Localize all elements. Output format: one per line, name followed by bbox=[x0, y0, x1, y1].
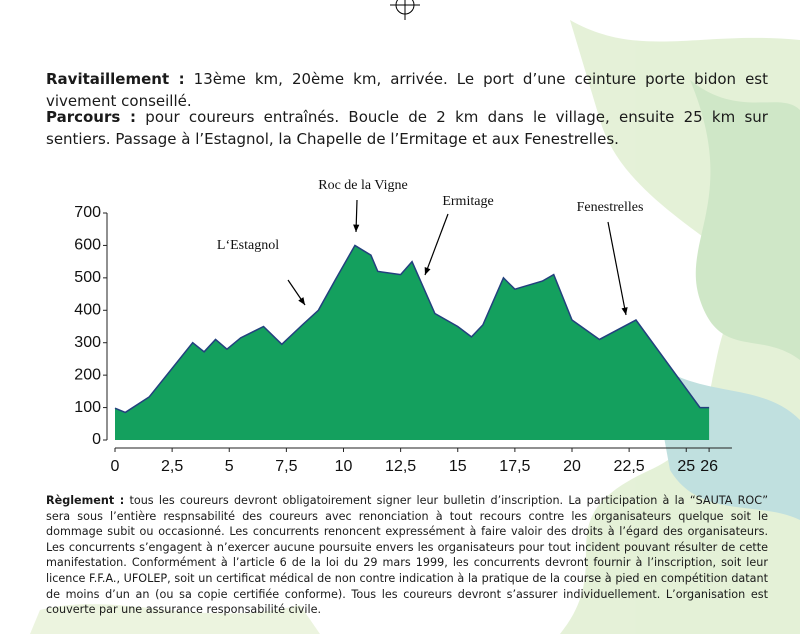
elevation-line bbox=[114, 244, 710, 414]
elevation-area bbox=[115, 245, 710, 440]
arrow-head bbox=[621, 307, 628, 315]
x-tick-label: 20 bbox=[563, 458, 581, 475]
annotation: Roc de la Vigne bbox=[318, 178, 408, 193]
annotation: Fenestrelles bbox=[577, 200, 644, 215]
label: Règlement : bbox=[46, 494, 125, 507]
y-tick-label: 600 bbox=[74, 237, 101, 254]
y-tick-label: 500 bbox=[74, 269, 101, 286]
x-tick-label: 7,5 bbox=[275, 458, 297, 475]
label: Parcours : bbox=[46, 108, 137, 126]
ravitaillement: Ravitaillement : 13ème km, 20ème km, arr… bbox=[46, 68, 768, 112]
parcours: Parcours : pour coureurs entraînés. Bouc… bbox=[46, 106, 768, 150]
background-decoration bbox=[30, 20, 800, 634]
plot: 0 100 200 300 400 500 600 700 0 2,5 5 7,5 10 12,5 15 17… bbox=[74, 178, 732, 475]
x-tick-label: 22,5 bbox=[614, 458, 645, 475]
arrow-head bbox=[424, 267, 431, 275]
annotation: L‘Estagnol bbox=[217, 238, 279, 253]
text: tous les coureurs devront obligatoiremen… bbox=[46, 494, 769, 617]
y-tick-label: 700 bbox=[74, 204, 101, 221]
x-tick-label: 0 bbox=[111, 458, 120, 475]
y-tick-label: 100 bbox=[74, 399, 101, 416]
x-tick-label: 17,5 bbox=[499, 458, 530, 475]
x-tick-label: 12,5 bbox=[385, 458, 416, 475]
x-tick-label: 15 bbox=[449, 458, 467, 475]
y-tick-label: 400 bbox=[74, 302, 101, 319]
y-tick-label: 200 bbox=[74, 366, 101, 383]
x-tick-label: 25 bbox=[677, 458, 695, 475]
arrow-head bbox=[353, 224, 360, 232]
text: pour coureurs entraînés. Boucle de 2 km … bbox=[46, 108, 768, 148]
x-tick-label: 26 bbox=[700, 458, 718, 475]
annotation-arrow bbox=[424, 213, 449, 276]
reglement: Règlement : tous les coureurs devront ob… bbox=[46, 493, 768, 618]
arrow-head bbox=[298, 297, 305, 305]
x-tick-label: 2,5 bbox=[161, 458, 183, 475]
x-tick-label: 10 bbox=[335, 458, 353, 475]
y-tick-label: 300 bbox=[74, 334, 101, 351]
x-tick-label: 5 bbox=[225, 458, 234, 475]
y-tick-label: 0 bbox=[92, 431, 101, 448]
annotation-arrow bbox=[607, 221, 627, 316]
annotation: Ermitage bbox=[442, 194, 493, 209]
text: 13ème km, 20ème km, arrivée. Le port d’u… bbox=[46, 70, 768, 110]
crop-marks bbox=[390, 0, 420, 20]
label: Ravitaillement : bbox=[46, 70, 185, 88]
